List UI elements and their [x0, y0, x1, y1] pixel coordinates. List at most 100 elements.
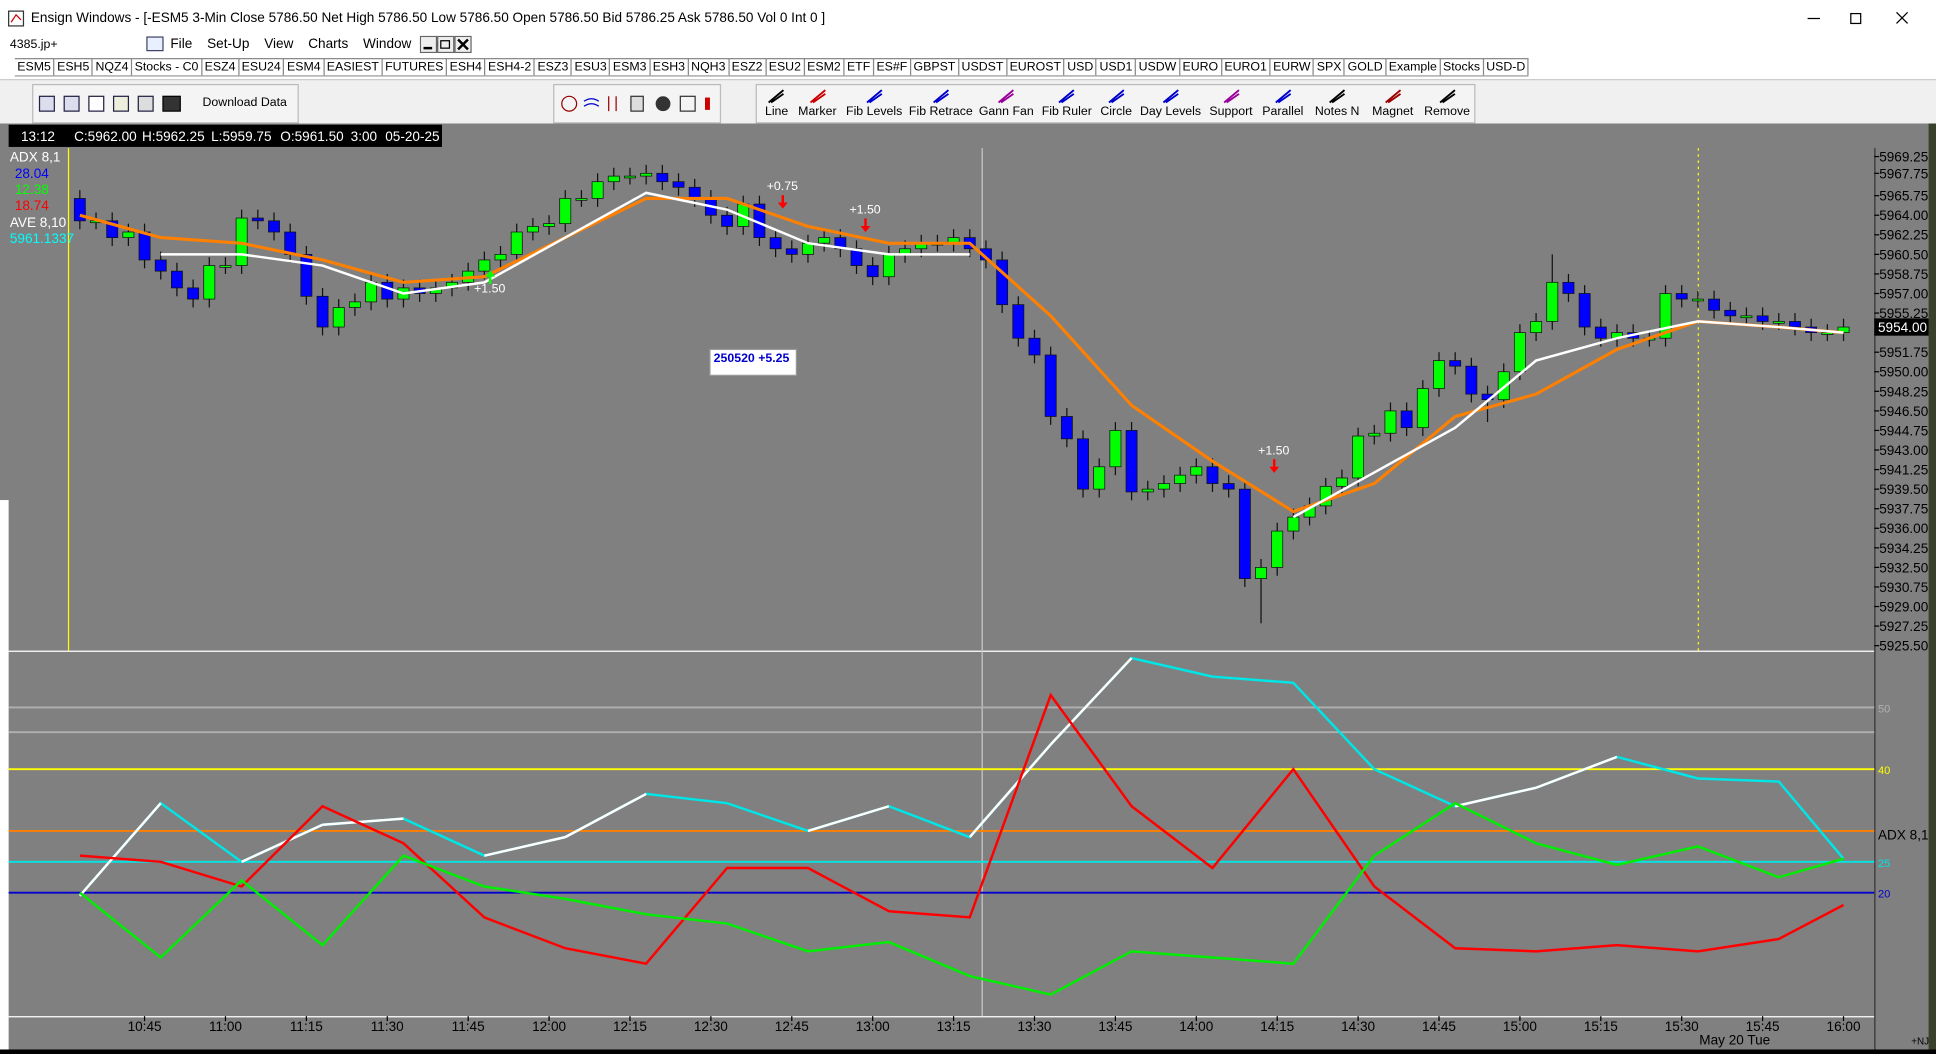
left-strip: [0, 500, 9, 1054]
tab[interactable]: EURO1: [1221, 58, 1271, 76]
tab[interactable]: GOLD: [1345, 58, 1387, 76]
tab[interactable]: FUTURES: [382, 58, 448, 76]
y-tick-label: 5948.25: [1879, 384, 1928, 399]
tab[interactable]: ESU24: [239, 58, 285, 76]
tab[interactable]: SPX: [1314, 58, 1346, 76]
mdi-controls[interactable]: [419, 35, 474, 54]
tab[interactable]: USD: [1064, 58, 1097, 76]
tab[interactable]: ESM2: [804, 58, 845, 76]
tool-button[interactable]: Line: [765, 88, 788, 119]
tool-icon: [809, 89, 826, 104]
menu-item[interactable]: View: [264, 37, 294, 52]
tab[interactable]: NQH3: [688, 58, 730, 76]
tool-button[interactable]: Notes N: [1315, 88, 1359, 119]
menu-item[interactable]: File: [170, 37, 193, 52]
y-tick-label: 5944.75: [1879, 423, 1928, 438]
tool-button[interactable]: Fib Ruler: [1042, 88, 1092, 119]
legend-text: 28.04: [15, 166, 49, 181]
toolbar-icons[interactable]: [559, 94, 715, 114]
tab[interactable]: EURW: [1270, 58, 1315, 76]
x-tick-label: 13:15: [937, 1019, 971, 1034]
indicator-line: [79, 801, 1844, 996]
tab[interactable]: ESM4: [284, 58, 325, 76]
toolbar-group: Download Data: [32, 83, 299, 124]
candle-body: [1497, 371, 1510, 401]
tab[interactable]: USDST: [959, 58, 1008, 76]
candle-body: [203, 265, 216, 300]
tab[interactable]: EASIEST: [324, 58, 383, 76]
candle-body: [478, 259, 491, 272]
tab[interactable]: ESH4: [447, 58, 486, 76]
info-text: 13:12: [21, 129, 55, 144]
y-tick-label: 5936.00: [1879, 521, 1929, 536]
tool-button[interactable]: Circle: [1100, 88, 1132, 119]
tab[interactable]: ESU2: [766, 58, 805, 76]
tab[interactable]: EUROST: [1007, 58, 1065, 76]
download-data[interactable]: Download Data: [202, 96, 287, 110]
tab[interactable]: NQZ4: [93, 58, 133, 76]
tool-button[interactable]: Parallel: [1262, 88, 1303, 119]
y-tick-label: 5969.25: [1879, 149, 1928, 164]
tab[interactable]: Example: [1386, 58, 1441, 76]
tab[interactable]: EURO: [1180, 58, 1222, 76]
tab[interactable]: ESH5: [54, 58, 94, 76]
candle-body: [187, 287, 200, 300]
y-tick-label: 5930.75: [1879, 580, 1928, 595]
menu-item[interactable]: Charts: [308, 37, 349, 52]
tool-label: Gann Fan: [978, 104, 1034, 119]
toolbar: Download Data Line Marker Fib Levels Fib Re…: [0, 79, 1936, 125]
tab[interactable]: USD1: [1096, 58, 1137, 76]
tab[interactable]: ESH3: [650, 58, 689, 76]
candle-body: [1174, 474, 1187, 484]
x-tick-label: 11:00: [209, 1019, 242, 1034]
tab[interactable]: ESZ2: [729, 58, 767, 76]
tab[interactable]: ESU3: [572, 58, 611, 76]
trade-arrow: [1269, 459, 1280, 473]
y-tick-label: 5964.00: [1879, 208, 1929, 223]
window-title: Ensign Windows - [-ESM5 3-Min Close 5786…: [30, 11, 826, 26]
tab[interactable]: ESM3: [610, 58, 651, 76]
tool-button[interactable]: Day Levels: [1140, 88, 1201, 119]
tool-button[interactable]: Support: [1209, 88, 1253, 119]
tab[interactable]: ES#F: [873, 58, 912, 76]
tool-button[interactable]: Fib Levels: [846, 88, 902, 119]
candle-body: [672, 181, 685, 188]
candle-body: [1287, 516, 1300, 532]
menu-item[interactable]: Window: [363, 37, 412, 52]
tab[interactable]: ESZ3: [534, 58, 573, 76]
candle-body: [1109, 430, 1122, 468]
rising-segment: [807, 805, 890, 833]
info-text: 05-20-25: [385, 129, 439, 144]
candle-body: [866, 265, 879, 278]
menu-item[interactable]: Set-Up: [207, 37, 250, 52]
window-controls[interactable]: [1796, 7, 1919, 29]
right-strip: [1928, 123, 1936, 1054]
tool-button[interactable]: Gann Fan: [979, 88, 1034, 119]
toolbar-icons[interactable]: [38, 94, 186, 114]
y-tick-label: 5955.25: [1879, 306, 1928, 321]
x-tick-label: 15:00: [1503, 1019, 1537, 1034]
tab[interactable]: ESZ4: [202, 58, 240, 76]
tab[interactable]: ESM5: [14, 58, 55, 76]
tab[interactable]: ETF: [844, 58, 874, 76]
legend-text: 12.38: [15, 182, 49, 197]
candle-body: [818, 237, 831, 244]
trade-label: +1.50: [849, 203, 880, 217]
tool-button[interactable]: Magnet: [1372, 88, 1413, 119]
tool-label: Marker: [798, 104, 837, 119]
tab[interactable]: GBPST: [911, 58, 960, 76]
tool-button[interactable]: Marker: [798, 88, 837, 119]
tool-button[interactable]: Remove: [1424, 88, 1470, 119]
candle-body: [1659, 293, 1672, 339]
tool-icon: [866, 89, 883, 104]
tab[interactable]: Stocks: [1440, 58, 1484, 76]
tab[interactable]: Stocks - C0: [132, 58, 203, 76]
tool-label: Remove: [1424, 104, 1471, 119]
tool-label: Line: [764, 104, 789, 119]
tab[interactable]: ESH4-2: [485, 58, 535, 76]
tool-button[interactable]: Fib Retrace: [909, 88, 973, 119]
tab[interactable]: USDW: [1136, 58, 1181, 76]
x-tick-label: 13:30: [1018, 1019, 1052, 1034]
tool-label: Parallel: [1262, 104, 1304, 119]
tab[interactable]: USD-D: [1483, 58, 1530, 76]
